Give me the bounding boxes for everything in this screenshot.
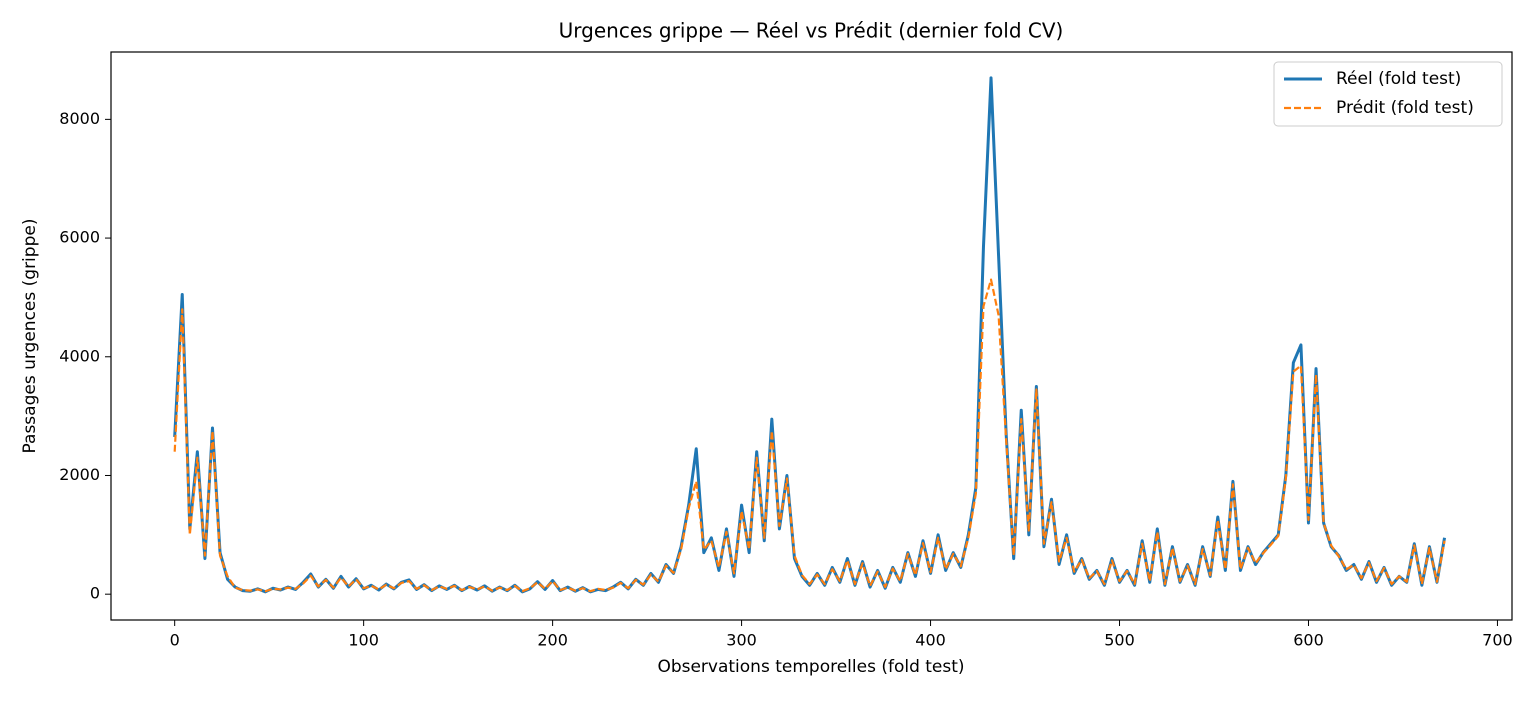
series-line xyxy=(173,76,1447,594)
legend-label: Réel (fold test) xyxy=(1336,69,1461,89)
x-tick-label: 500 xyxy=(1104,631,1135,650)
x-tick-label: 400 xyxy=(915,631,946,650)
legend-box xyxy=(1273,61,1503,127)
x-tick-label: 600 xyxy=(1293,631,1324,650)
x-tick-label: 100 xyxy=(348,631,379,650)
y-tick-label: 6000 xyxy=(59,228,100,247)
chart-title: Urgences grippe — Réel vs Prédit (dernie… xyxy=(559,19,1064,43)
legend-label: Prédit (fold test) xyxy=(1336,98,1474,118)
x-tick-label: 200 xyxy=(537,631,568,650)
plot-frame xyxy=(110,51,1513,621)
y-axis-label: Passages urgences (grippe) xyxy=(20,219,40,454)
y-tick-label: 4000 xyxy=(59,346,100,365)
y-tick-label: 8000 xyxy=(59,109,100,128)
x-tick-label: 0 xyxy=(170,631,180,650)
x-tick-label: 300 xyxy=(726,631,757,650)
x-tick-label: 700 xyxy=(1482,631,1513,650)
series-line xyxy=(173,278,1446,593)
y-tick-label: 2000 xyxy=(59,465,100,484)
y-tick-label: 0 xyxy=(90,584,100,603)
x-axis-label: Observations temporelles (fold test) xyxy=(657,657,964,677)
